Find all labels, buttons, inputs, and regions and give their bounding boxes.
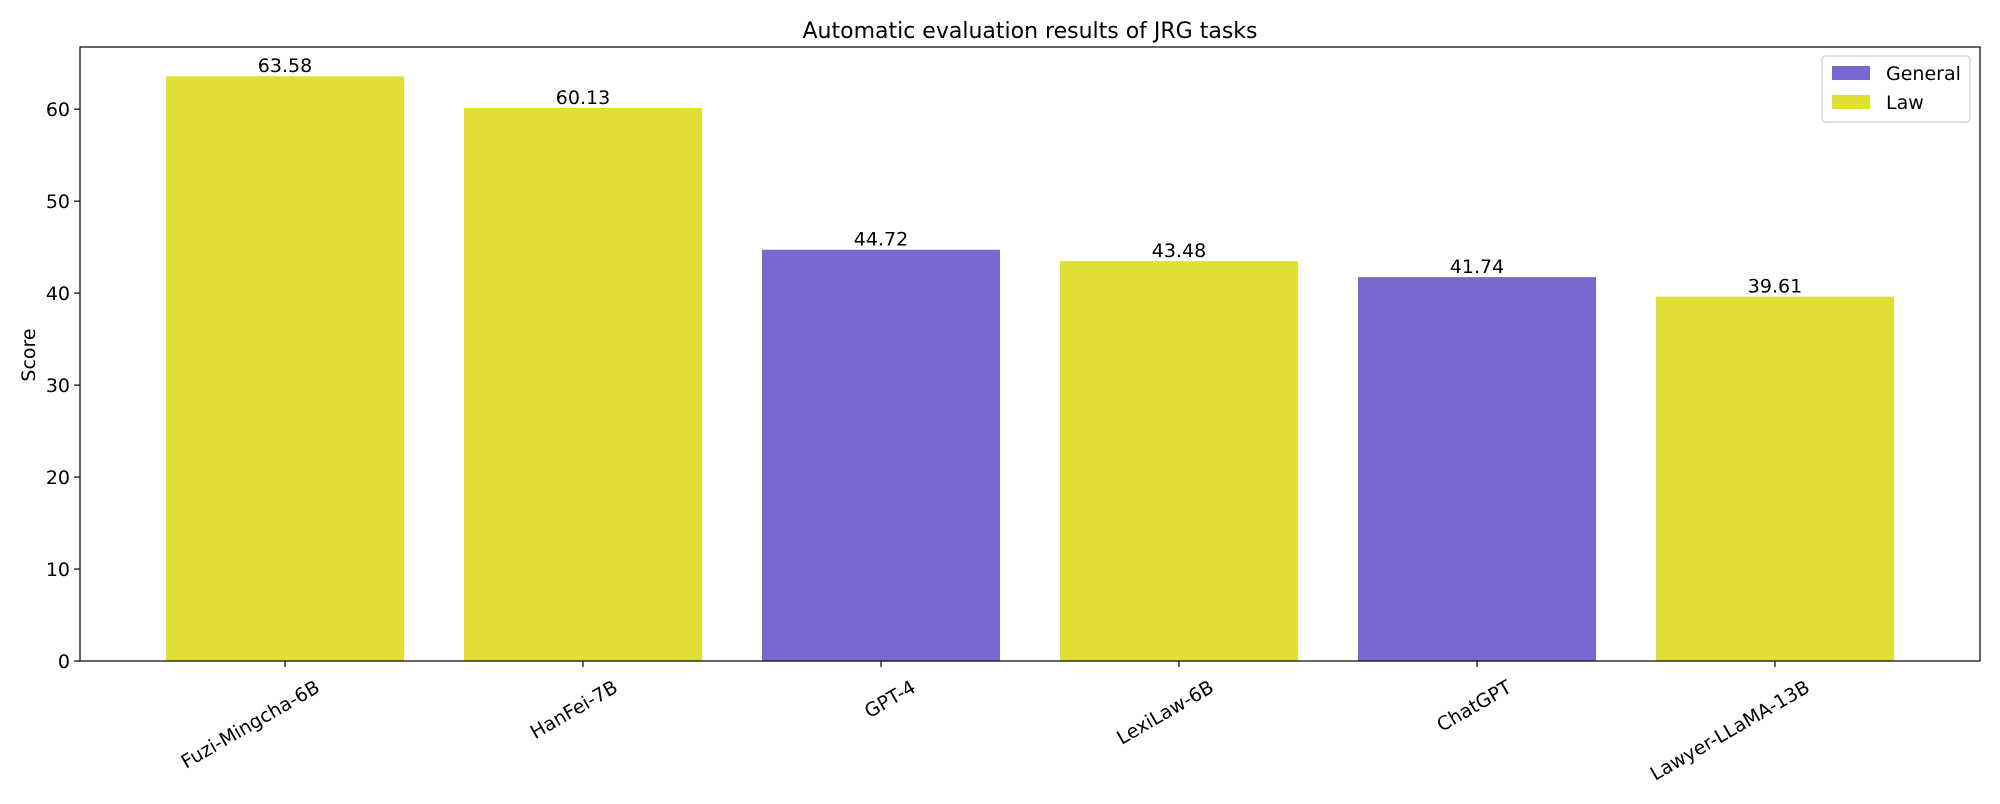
- bar-hanfei-7b: [464, 107, 702, 661]
- y-tick-label: 50: [46, 191, 70, 213]
- y-tick-label: 60: [46, 99, 70, 121]
- data-labels-group: 63.58 60.13 44.72 43.48 41.74 39.61: [258, 55, 1802, 297]
- data-label: 63.58: [258, 55, 312, 77]
- legend-swatch-law: [1832, 95, 1870, 109]
- legend: General Law: [1821, 55, 1971, 123]
- bar-lexilaw-6b: [1060, 261, 1298, 661]
- y-tick-label: 30: [46, 375, 70, 397]
- x-axis: Fuzi-Mingcha-6B HanFei-7B GPT-4 LexiLaw-6B C…: [177, 661, 1814, 785]
- plot-frame: [79, 46, 1981, 662]
- data-label: 39.61: [1748, 276, 1802, 298]
- x-tick-label: HanFei-7B: [527, 676, 622, 743]
- bar-fuzi-mingcha-6b: [166, 76, 404, 662]
- bar-gpt-4: [762, 249, 1000, 661]
- x-tick-label: ChatGPT: [1433, 676, 1516, 736]
- y-tick-label: 20: [46, 467, 70, 489]
- bar-lawyer-llama-13b: [1656, 296, 1894, 661]
- data-label: 41.74: [1450, 256, 1504, 278]
- bar-chatgpt: [1358, 277, 1596, 661]
- y-tick-label: 0: [58, 651, 70, 673]
- x-tick-label: Lawyer-LLaMA-13B: [1647, 676, 1814, 785]
- x-tick-label: LexiLaw-6B: [1113, 676, 1217, 749]
- y-axis-label: Score: [18, 328, 40, 381]
- legend-label-general: General: [1886, 63, 1961, 85]
- y-tick-label: 40: [46, 283, 70, 305]
- legend-label-law: Law: [1886, 92, 1924, 114]
- y-tick-label: 10: [46, 559, 70, 581]
- x-tick-label: GPT-4: [861, 676, 920, 723]
- bars-group: [166, 76, 1894, 662]
- data-label: 44.72: [854, 229, 908, 251]
- legend-swatch-general: [1832, 66, 1870, 80]
- data-label: 43.48: [1152, 240, 1206, 262]
- x-tick-label: Fuzi-Mingcha-6B: [177, 676, 323, 773]
- chart-title: Automatic evaluation results of JRG task…: [802, 19, 1257, 44]
- data-label: 60.13: [556, 87, 610, 109]
- y-axis: 0 10 20 30 40 50 60: [46, 99, 80, 673]
